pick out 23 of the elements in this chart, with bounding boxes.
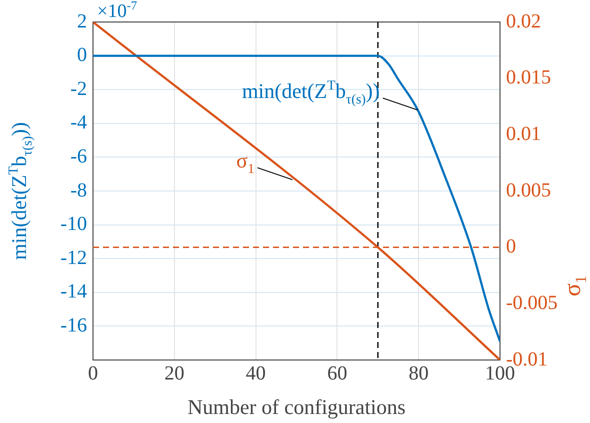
y2-tick-label: -0.005 [506,292,558,314]
y2-tick-label: 0 [506,236,516,258]
y2-tick-label: 0.02 [506,10,541,32]
y-tick-label: -4 [70,112,87,134]
y2-tick-label: 0.01 [506,122,541,145]
x-tick-label: 20 [164,362,184,384]
y-tick-label: -10 [60,213,87,236]
x-axis-title: Number of configurations [187,395,406,419]
y2-tick-label: 0.015 [506,66,551,89]
x-tick-label: 60 [327,362,348,384]
y-tick-label: -14 [60,280,87,303]
x-tick-label: 40 [246,362,266,384]
y-tick-label: 0 [77,44,87,66]
y2-axis-title: σ1 [560,276,590,296]
y-tick-label: -2 [70,78,87,100]
y-tick-label: 2 [77,10,87,32]
y-tick-label: -6 [70,145,87,168]
y2-tick-label: 0.005 [506,179,551,202]
y-axis-title: min(det(ZTbτ(s))) [6,122,34,260]
y-tick-label: -12 [60,246,87,269]
y-tick-label: -16 [60,314,87,336]
x-tick-label: 80 [408,362,429,384]
y-tick-label: -8 [70,179,87,202]
